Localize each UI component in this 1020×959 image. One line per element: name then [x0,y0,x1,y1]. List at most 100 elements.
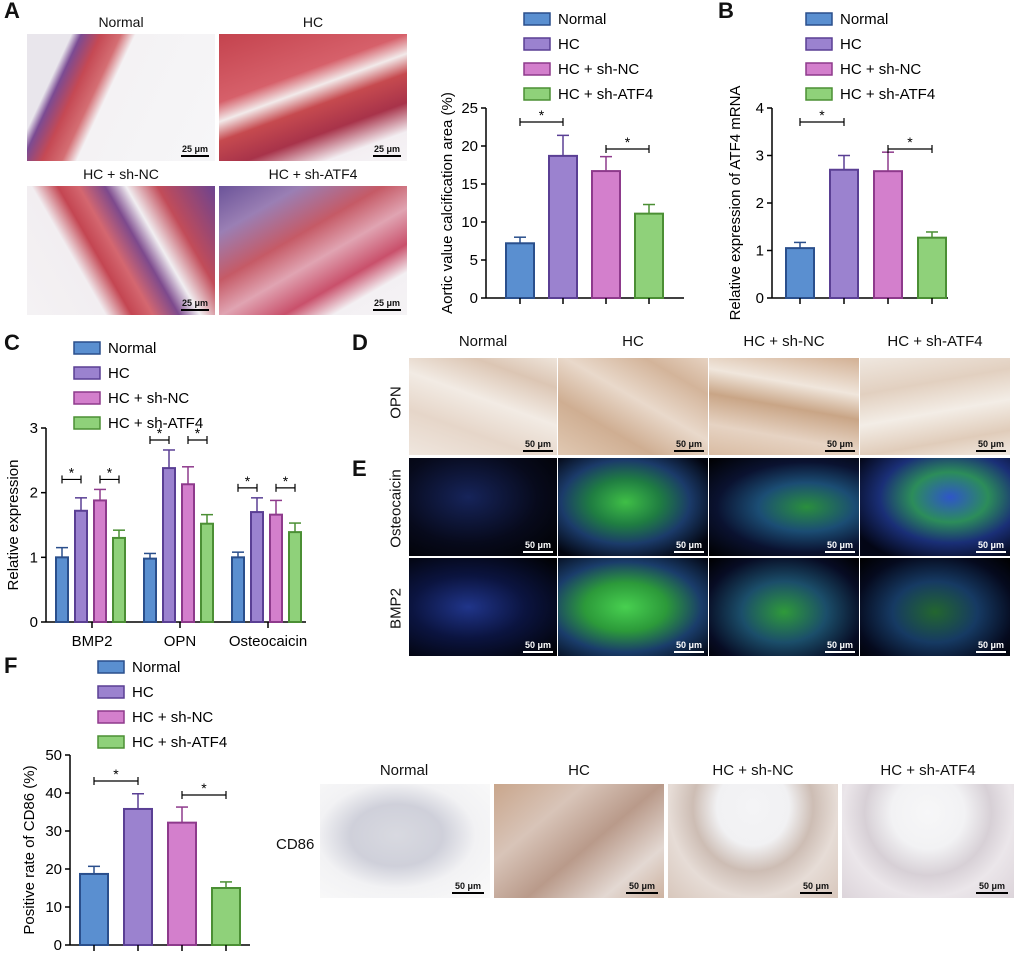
chart-f-y-tick-label-2: 20 [45,861,62,878]
chart-c-g0a-sig-star: * [69,464,75,480]
chart-c-g2-s0-bar [231,556,245,623]
scale-bar-opn-hc-sh-atf4: 50 μm [976,439,1006,452]
fluorescence-osteocaicin-hc-sh-nc: 50 μm [709,458,859,556]
chart-a-y-tick-label-5: 25 [461,100,478,117]
chart-c-g1-s3-bar [200,522,214,623]
chart-c-y-axis-label: Relative expression [5,460,22,591]
fluorescence-bmp2-hc: 50 μm [558,558,708,656]
chart-c-y-tick-label-3: 3 [30,420,38,437]
chart-c-x-tick-label-2: Osteocaicin [229,633,307,650]
panel-label-b: B [718,0,734,23]
chart-f-y-tick-label-3: 30 [45,823,62,840]
micrograph-opn-hc-sh-nc: 50 μm [709,358,859,455]
chart-a-1-bar [548,154,578,299]
panel-f-column-hc-sh-nc: HC + sh-NC [712,762,794,779]
chart-a-legend-swatch-2 [523,62,551,76]
scale-bar-osteocaicin-normal: 50 μm [523,540,553,553]
chart-f: Normal HC HC + sh-NC HC + sh-ATF4 0 10 20 30 40 5… [21,659,250,954]
chart-c-g0b-sig-star: * [107,464,113,480]
panel-label-e: E [352,456,367,481]
chart-b-legend-swatch-0 [805,12,833,26]
chart-f-y-tick-label-5: 50 [45,747,62,764]
chart-f-3-bar [211,887,241,946]
chart-b-y-tick-label-2: 2 [756,195,764,212]
panel-f-row-label-cd86: CD86 [276,836,315,853]
chart-c-g0-s3-bar [112,536,126,623]
chart-c-y-tick-label-2: 2 [30,485,38,502]
chart-a-legend-swatch-3 [523,87,551,101]
chart-c-g0-s0-bar [55,556,69,623]
chart-b-2-bar [873,170,903,299]
chart-f-y-tick-label-0: 0 [54,937,62,954]
chart-b-y-tick-label-3: 3 [756,148,764,165]
chart-a-legend-label-1: HC [558,36,580,53]
chart-c-y-tick-label-0: 0 [30,614,38,631]
scale-bar-cd86-hc: 50 μm [626,881,658,894]
chart-b-1-bar [829,168,859,299]
image-caption-hc-sh-nc: HC + sh-NC [83,166,159,182]
chart-f-sig-star: * [201,780,207,796]
panel-label-c: C [4,330,20,355]
micrograph-cd86-normal: 50 μm [320,784,490,898]
chart-f-sig-star: * [113,766,119,782]
chart-f-legend-swatch-3 [97,735,125,749]
chart-c-y-tick-label-1: 1 [30,549,38,566]
chart-f-1-bar [123,807,153,946]
scale-bar-osteocaicin-hc-sh-atf4: 50 μm [976,540,1006,553]
chart-a-0-bar [505,242,535,299]
chart-c-legend-swatch-3 [73,416,101,430]
fluorescence-bmp2-hc-sh-nc: 50 μm [709,558,859,656]
chart-c-g1-s0-bar [143,557,157,623]
panel-label-f: F [4,653,18,678]
scale-bar-osteocaicin-hc-sh-nc: 50 μm [825,540,855,553]
micrograph-cd86-hc-sh-atf4: 50 μm [842,784,1014,898]
chart-c-g2-s3-bar [288,531,302,623]
chart-c: Normal HC HC + sh-NC HC + sh-ATF4 0 1 2 3 Relati… [5,340,307,650]
image-caption-hc: HC [302,14,324,30]
chart-a-y-tick-label-4: 20 [461,138,478,155]
chart-a-legend-label-0: Normal [558,11,606,28]
chart-a-y-tick-label-2: 10 [461,214,478,231]
chart-c-legend-label-2: HC + sh-NC [108,390,189,407]
chart-c-g2a-sig-star: * [245,473,251,489]
chart-b-3-bar [917,236,947,300]
micrograph-opn-hc-sh-atf4: 50 μm [860,358,1010,455]
chart-c-g0-s1-bar [74,509,88,623]
micrograph-opn-hc: 50 μm [558,358,708,455]
chart-c-g0-s2-bar [93,499,107,623]
image-caption-hc-sh-atf4: HC + sh-ATF4 [268,166,358,182]
chart-b-legend-swatch-2 [805,62,833,76]
scale-bar-opn-hc: 50 μm [674,439,704,452]
micrograph-cd86-hc-sh-nc: 50 μm [668,784,838,898]
panel-d-column-hc-sh-atf4: HC + sh-ATF4 [887,333,983,350]
chart-a-sig-star: * [625,134,631,150]
panel-f-column-normal: Normal [379,762,429,779]
micrograph-hc-sh-atf4: 25 μm [219,186,407,315]
chart-a-y-tick-label-1: 5 [470,252,478,269]
chart-b-legend-label-0: Normal [840,11,888,28]
chart-f-legend-label-0: Normal [132,659,180,676]
chart-b-y-tick-label-1: 1 [756,243,764,260]
chart-f-legend-label-2: HC + sh-NC [132,709,213,726]
chart-c-legend-label-1: HC [108,365,130,382]
chart-c-legend-swatch-1 [73,366,101,380]
chart-f-legend-swatch-2 [97,710,125,724]
chart-b-sig-star: * [907,134,913,150]
scale-bar-opn-normal: 50 μm [523,439,553,452]
fluorescence-bmp2-normal: 50 μm [409,558,557,656]
chart-b-legend-label-3: HC + sh-ATF4 [840,86,935,103]
chart-c-legend-swatch-2 [73,391,101,405]
chart-b: Normal HC HC + sh-NC HC + sh-ATF4 0 1 2 3 4 Relat… [727,11,948,320]
scale-bar-cd86-normal: 50 μm [452,881,484,894]
chart-f-y-tick-label-1: 10 [45,899,62,916]
panel-e-row-label-osteocaicin: Osteocaicin [387,469,405,548]
chart-f-2-bar [167,821,197,946]
chart-a-y-tick-label-0: 0 [470,290,478,307]
fluorescence-osteocaicin-hc-sh-atf4: 50 μm [860,458,1010,556]
panel-d-column-hc-sh-nc: HC + sh-NC [743,333,825,350]
chart-a-y-tick-label-3: 15 [461,176,478,193]
chart-c-g2-s2-bar [269,513,283,623]
chart-c-legend-label-0: Normal [108,340,156,357]
chart-f-legend-swatch-1 [97,685,125,699]
chart-c-g2-s1-bar [250,511,264,623]
